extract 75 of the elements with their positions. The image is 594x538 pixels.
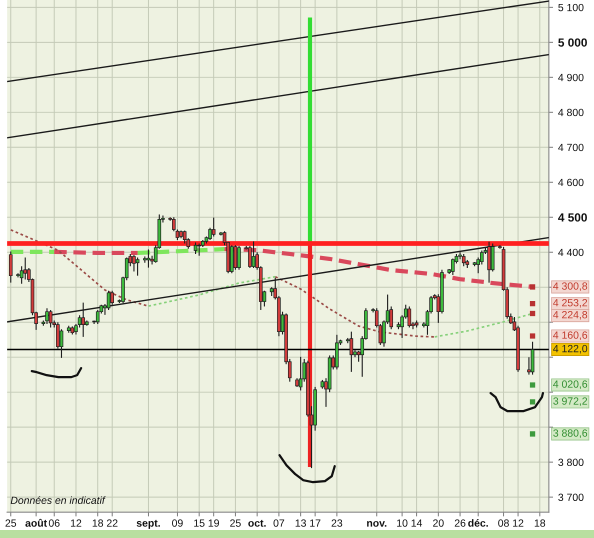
- x-tick-label: nov.: [367, 521, 386, 527]
- candlestick: [408, 306, 412, 328]
- candlestick: [197, 242, 201, 256]
- x-tick-label: 18: [534, 519, 546, 527]
- x-tick-label: 10: [397, 519, 408, 527]
- y-tick-label: 4 400: [558, 248, 584, 256]
- candlestick: [487, 241, 491, 284]
- candlestick: [60, 328, 64, 358]
- y-tick-label: 5 000: [558, 38, 587, 47]
- data-label: 4 020,6: [553, 380, 588, 389]
- x-tick-label: 08: [498, 519, 509, 527]
- point: [530, 300, 536, 306]
- candlestick: [194, 242, 198, 255]
- x-tick-label: 14: [412, 520, 422, 527]
- candlestick: [212, 217, 216, 238]
- point: [530, 310, 536, 316]
- y-tick-label: 4 800: [558, 108, 584, 116]
- candlestick: [110, 290, 114, 306]
- x-tick-label: 12: [513, 519, 524, 527]
- x-tick-label: 23: [332, 519, 342, 527]
- candlestick: [106, 290, 110, 311]
- x-tick-label: déc.: [468, 519, 488, 527]
- x-tick-label: 22: [106, 519, 118, 527]
- x-tick-label: 25: [5, 519, 16, 527]
- candlestick: [23, 256, 28, 280]
- candlestick: [350, 331, 354, 372]
- data-label: 3 880,6: [553, 429, 588, 438]
- annotation: Données en indicatif: [10, 496, 106, 504]
- candlestick: [136, 256, 140, 276]
- point: [530, 333, 536, 339]
- x-tick-label: 07: [274, 519, 284, 527]
- x-tick-label: août: [25, 518, 47, 527]
- x-tick-label: 09: [172, 519, 183, 527]
- y-tick-label: 4 900: [558, 74, 584, 82]
- point: [530, 431, 536, 437]
- candlestick: [146, 248, 150, 268]
- x-tick-label: 20: [433, 519, 444, 527]
- y-tick-label: 4 500: [558, 213, 587, 222]
- data-label: 4 300,8: [553, 282, 588, 291]
- x-tick-label: 26: [454, 519, 466, 527]
- x-tick-label: sept.: [136, 520, 160, 529]
- x-tick-label: oct.: [248, 520, 266, 527]
- x-tick-label: 13: [296, 519, 306, 527]
- candlestick: [451, 258, 455, 276]
- candlestick: [132, 254, 136, 272]
- x-tick-label: 25: [230, 519, 241, 527]
- candlestick: [8, 250, 13, 284]
- y-tick-label: 3 700: [558, 494, 584, 502]
- candlestick: [234, 244, 238, 270]
- y-tick-label: 5 100: [558, 4, 584, 12]
- candlestick: [298, 356, 302, 391]
- point: [530, 382, 536, 388]
- y-tick-label: 4 700: [558, 144, 584, 152]
- candlestick: [462, 253, 466, 267]
- x-tick-label: 12: [70, 519, 82, 527]
- candlestick: [182, 230, 186, 244]
- x-tick-label: 17: [310, 520, 320, 527]
- data-label: 3 972,2: [553, 397, 588, 406]
- data-label: 4 224,8: [553, 311, 588, 320]
- candlestick: [252, 240, 256, 269]
- y-tick-label: 4 600: [558, 178, 584, 186]
- candlestick: [237, 245, 241, 270]
- point: [530, 284, 536, 290]
- y-tick-label: 3 800: [558, 458, 584, 466]
- x-tick-label: 06: [48, 519, 60, 527]
- candlestick: [490, 242, 494, 272]
- x-tick-label: 15: [194, 520, 205, 527]
- ref-line-label: 4 122,0: [553, 344, 588, 354]
- data-label: 4 160,6: [553, 331, 588, 340]
- x-tick-label: 18: [92, 519, 104, 527]
- x-tick-label: 19: [208, 519, 219, 527]
- point: [530, 399, 536, 405]
- candlestick: [530, 341, 534, 376]
- candlestick: [248, 245, 252, 269]
- data-label: 4 253,2: [553, 299, 588, 308]
